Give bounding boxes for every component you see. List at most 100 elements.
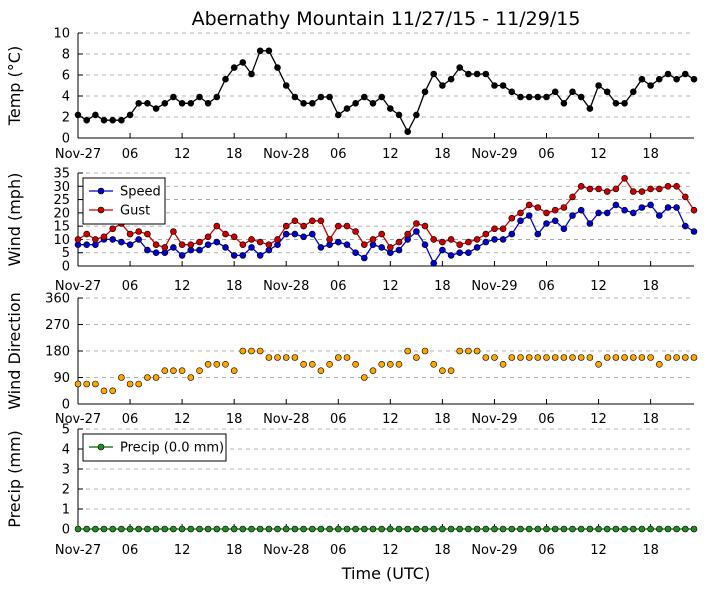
data-point-direction	[465, 347, 472, 355]
data-point-temp	[300, 100, 307, 107]
data-point-gust	[282, 222, 290, 230]
data-point-precip	[447, 525, 455, 533]
data-point-temp	[187, 100, 195, 107]
data-point-direction	[326, 360, 333, 368]
y-tick-label: 4	[62, 443, 70, 458]
data-point-direction	[647, 354, 654, 361]
data-point-gust	[100, 233, 108, 241]
data-point-precip	[465, 525, 472, 533]
data-point-speed	[560, 225, 568, 233]
data-point-gust	[386, 244, 394, 251]
data-point-precip	[161, 525, 169, 533]
data-point-direction	[360, 374, 368, 381]
data-point-precip	[629, 525, 637, 533]
data-point-direction	[447, 367, 455, 375]
data-point-direction	[74, 380, 82, 388]
x-tick-label: 12	[382, 147, 399, 162]
data-point-precip	[491, 525, 498, 533]
y-axis-label-temp: Temp (°C)	[5, 46, 24, 126]
panel-temp: 0 2 4 6 8 10 Nov-27 06 12 18 Nov-28 06 12 18 Nov-29 06 1…	[5, 27, 698, 162]
legend-swatch-marker	[97, 443, 105, 451]
data-point-speed	[170, 244, 177, 251]
x-tick-label: Nov-29	[471, 543, 517, 558]
x-tick-label: 06	[538, 147, 555, 162]
y-tick-label: 90	[53, 371, 70, 386]
data-point-speed	[83, 241, 90, 248]
data-point-precip	[230, 525, 238, 533]
data-point-gust	[170, 228, 177, 235]
data-point-gust	[300, 222, 307, 230]
data-point-direction	[334, 354, 342, 361]
data-point-direction	[100, 387, 108, 395]
data-point-gust	[664, 183, 672, 190]
data-point-direction	[569, 354, 576, 361]
data-point-temp	[621, 100, 628, 107]
data-point-gust	[317, 217, 325, 225]
data-point-gust	[248, 236, 255, 243]
x-tick-label: 06	[330, 412, 347, 427]
data-point-speed	[690, 228, 698, 235]
data-point-speed	[178, 252, 186, 259]
data-point-speed	[291, 230, 299, 238]
data-point-gust	[352, 228, 359, 235]
data-point-direction	[456, 347, 464, 355]
data-point-temp	[308, 100, 316, 107]
data-point-precip	[638, 525, 646, 533]
data-point-gust	[612, 185, 620, 193]
data-point-speed	[378, 244, 386, 251]
data-point-precip	[439, 525, 446, 533]
x-tick-label: Nov-28	[263, 279, 309, 294]
y-tick-label: 10	[53, 27, 70, 42]
data-point-direction	[170, 367, 177, 375]
data-point-temp	[378, 93, 386, 101]
data-point-gust	[690, 206, 698, 214]
data-point-direction	[248, 347, 255, 355]
data-point-temp	[534, 93, 542, 101]
data-point-direction	[586, 354, 594, 361]
data-point-precip	[421, 525, 429, 533]
y-axis-label-direction: Wind Direction	[5, 292, 24, 410]
data-point-temp	[638, 75, 646, 83]
data-point-speed	[595, 209, 602, 217]
data-point-temp	[386, 105, 394, 112]
y-tick-label: 15	[53, 220, 70, 235]
chart-title: Abernathy Mountain 11/27/15 - 11/29/15	[192, 8, 581, 30]
x-tick-label: 18	[642, 279, 659, 294]
x-tick-label: 18	[226, 412, 243, 427]
data-point-direction	[421, 347, 429, 355]
data-point-direction	[274, 354, 281, 361]
x-tick-label: Nov-27	[55, 147, 101, 162]
data-point-gust	[92, 236, 99, 243]
data-point-speed	[144, 246, 151, 254]
data-point-temp	[681, 70, 689, 78]
legend-swatch-marker	[97, 187, 105, 195]
data-point-gust	[291, 217, 299, 225]
data-point-temp	[430, 70, 438, 78]
data-point-gust	[413, 220, 420, 227]
data-point-precip	[690, 525, 698, 533]
data-point-temp	[395, 111, 403, 119]
data-point-direction	[577, 354, 585, 361]
data-point-gust	[543, 209, 550, 217]
y-tick-label: 0	[62, 523, 70, 538]
x-tick-label: 12	[382, 543, 399, 558]
data-point-gust	[256, 238, 264, 246]
x-tick-label: 06	[330, 279, 347, 294]
data-point-speed	[447, 252, 455, 259]
data-point-precip	[577, 525, 585, 533]
data-point-temp	[413, 111, 420, 119]
data-point-speed	[135, 236, 142, 243]
data-point-gust	[482, 230, 490, 238]
data-point-precip	[456, 525, 464, 533]
data-point-direction	[612, 354, 620, 361]
x-tick-label: 06	[538, 279, 555, 294]
data-point-temp	[135, 100, 142, 107]
data-point-gust	[647, 185, 654, 193]
data-point-precip	[83, 525, 90, 533]
data-point-speed	[282, 230, 290, 238]
data-point-gust	[430, 236, 438, 243]
data-point-precip	[360, 525, 368, 533]
data-point-precip	[213, 525, 221, 533]
data-point-temp	[499, 82, 507, 89]
